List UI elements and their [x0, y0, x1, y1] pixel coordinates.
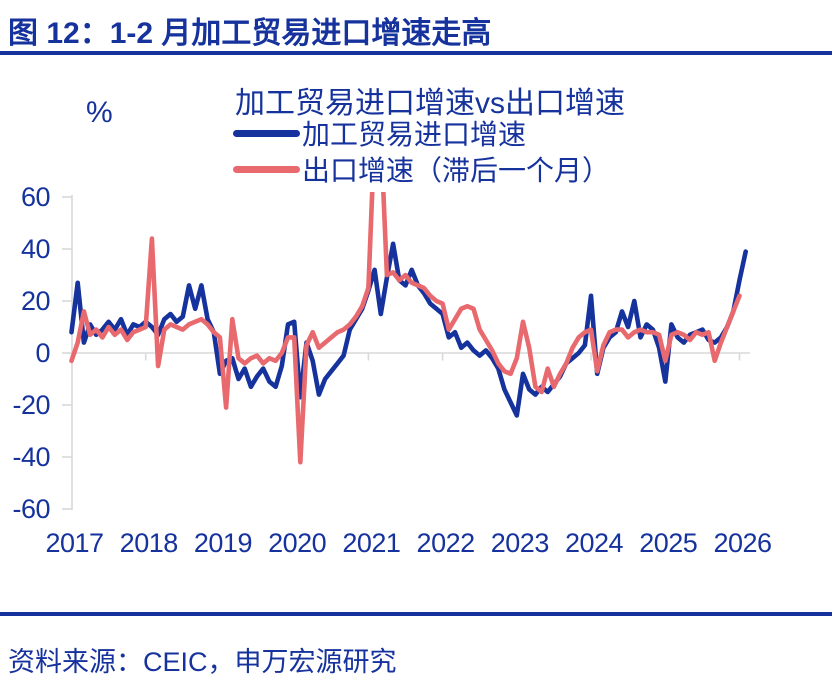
legend-label-import: 加工贸易进口增速 — [302, 119, 527, 150]
x-tick-label: 2017 — [45, 528, 103, 558]
y-unit-label: % — [86, 96, 113, 129]
y-tick-label: 20 — [21, 286, 50, 316]
x-tick-label: 2026 — [713, 528, 771, 558]
tick-labels: 60 40 20 0 -20 -40 -60 2017 2018 2019 2020 2021 2022… — [12, 182, 772, 558]
legend-item-import: 加工贸易进口增速 — [233, 115, 610, 151]
header-divider — [0, 51, 832, 55]
legend-item-export: 出口增速（滞后一个月） — [233, 151, 610, 187]
figure-title: 图 12：1-2 月加工贸易进口增速走高 — [8, 17, 492, 50]
chart-title: 加工贸易进口增速vs出口增速 — [235, 87, 625, 120]
x-tick-label: 2022 — [417, 528, 475, 558]
y-tick-label: -40 — [12, 442, 50, 472]
legend-label-export: 出口增速（滞后一个月） — [302, 155, 611, 186]
y-tick-label: -60 — [12, 494, 50, 524]
x-tick-label: 2018 — [120, 528, 178, 558]
source-note: 资料来源：CEIC，申万宏源研究 — [8, 647, 397, 677]
legend-swatch-import-icon — [233, 129, 300, 137]
footer-divider — [0, 612, 832, 616]
series-line-export-lagged — [69, 192, 742, 465]
axes — [62, 195, 750, 510]
x-tick-label: 2020 — [268, 528, 326, 558]
y-tick-label: 40 — [21, 234, 50, 264]
y-tick-label: 0 — [35, 338, 50, 368]
x-tick-label: 2024 — [565, 528, 624, 558]
legend-swatch-export-icon — [233, 165, 300, 173]
x-tick-label: 2021 — [342, 528, 400, 558]
y-tick-label: 60 — [21, 182, 50, 212]
x-tick-label: 2025 — [639, 528, 697, 558]
series-group — [69, 192, 749, 465]
x-tick-label: 2019 — [194, 528, 252, 558]
x-tick-label: 2023 — [491, 528, 549, 558]
legend: 加工贸易进口增速 出口增速（滞后一个月） — [233, 115, 610, 187]
y-tick-label: -20 — [12, 390, 50, 420]
